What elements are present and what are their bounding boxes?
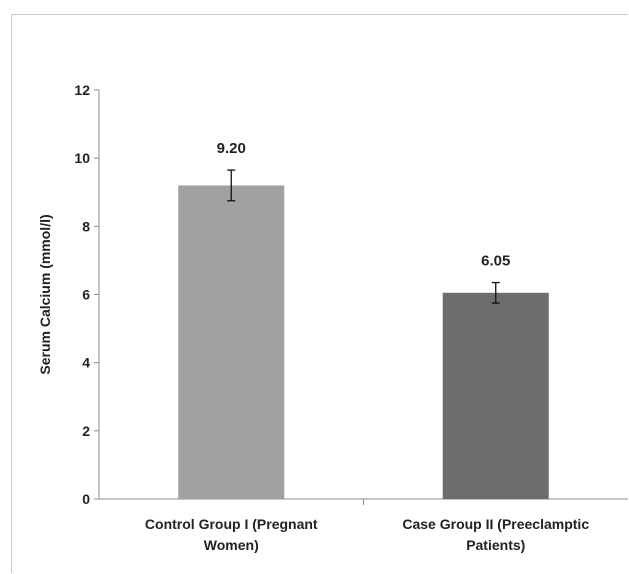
bar [178,185,285,499]
y-tick-label: 0 [82,491,90,507]
y-tick-label: 6 [82,287,90,303]
x-category-label: Control Group I (Pregnant [145,516,318,532]
y-tick-label: 2 [82,423,90,439]
y-tick-label: 12 [74,82,90,98]
x-category-label: Case Group II (Preeclamptic [402,516,589,532]
chart-frame [11,14,628,573]
y-axis-title: Serum Calcium (mmol/l) [37,214,53,374]
x-category-label: Patients) [466,537,525,553]
y-tick-label: 10 [74,150,90,166]
data-label: 6.05 [481,253,510,270]
x-category-label: Women) [204,537,259,553]
data-label: 9.20 [217,140,246,157]
y-tick-label: 8 [82,218,90,234]
y-tick-label: 4 [82,355,90,371]
bar [442,292,549,499]
